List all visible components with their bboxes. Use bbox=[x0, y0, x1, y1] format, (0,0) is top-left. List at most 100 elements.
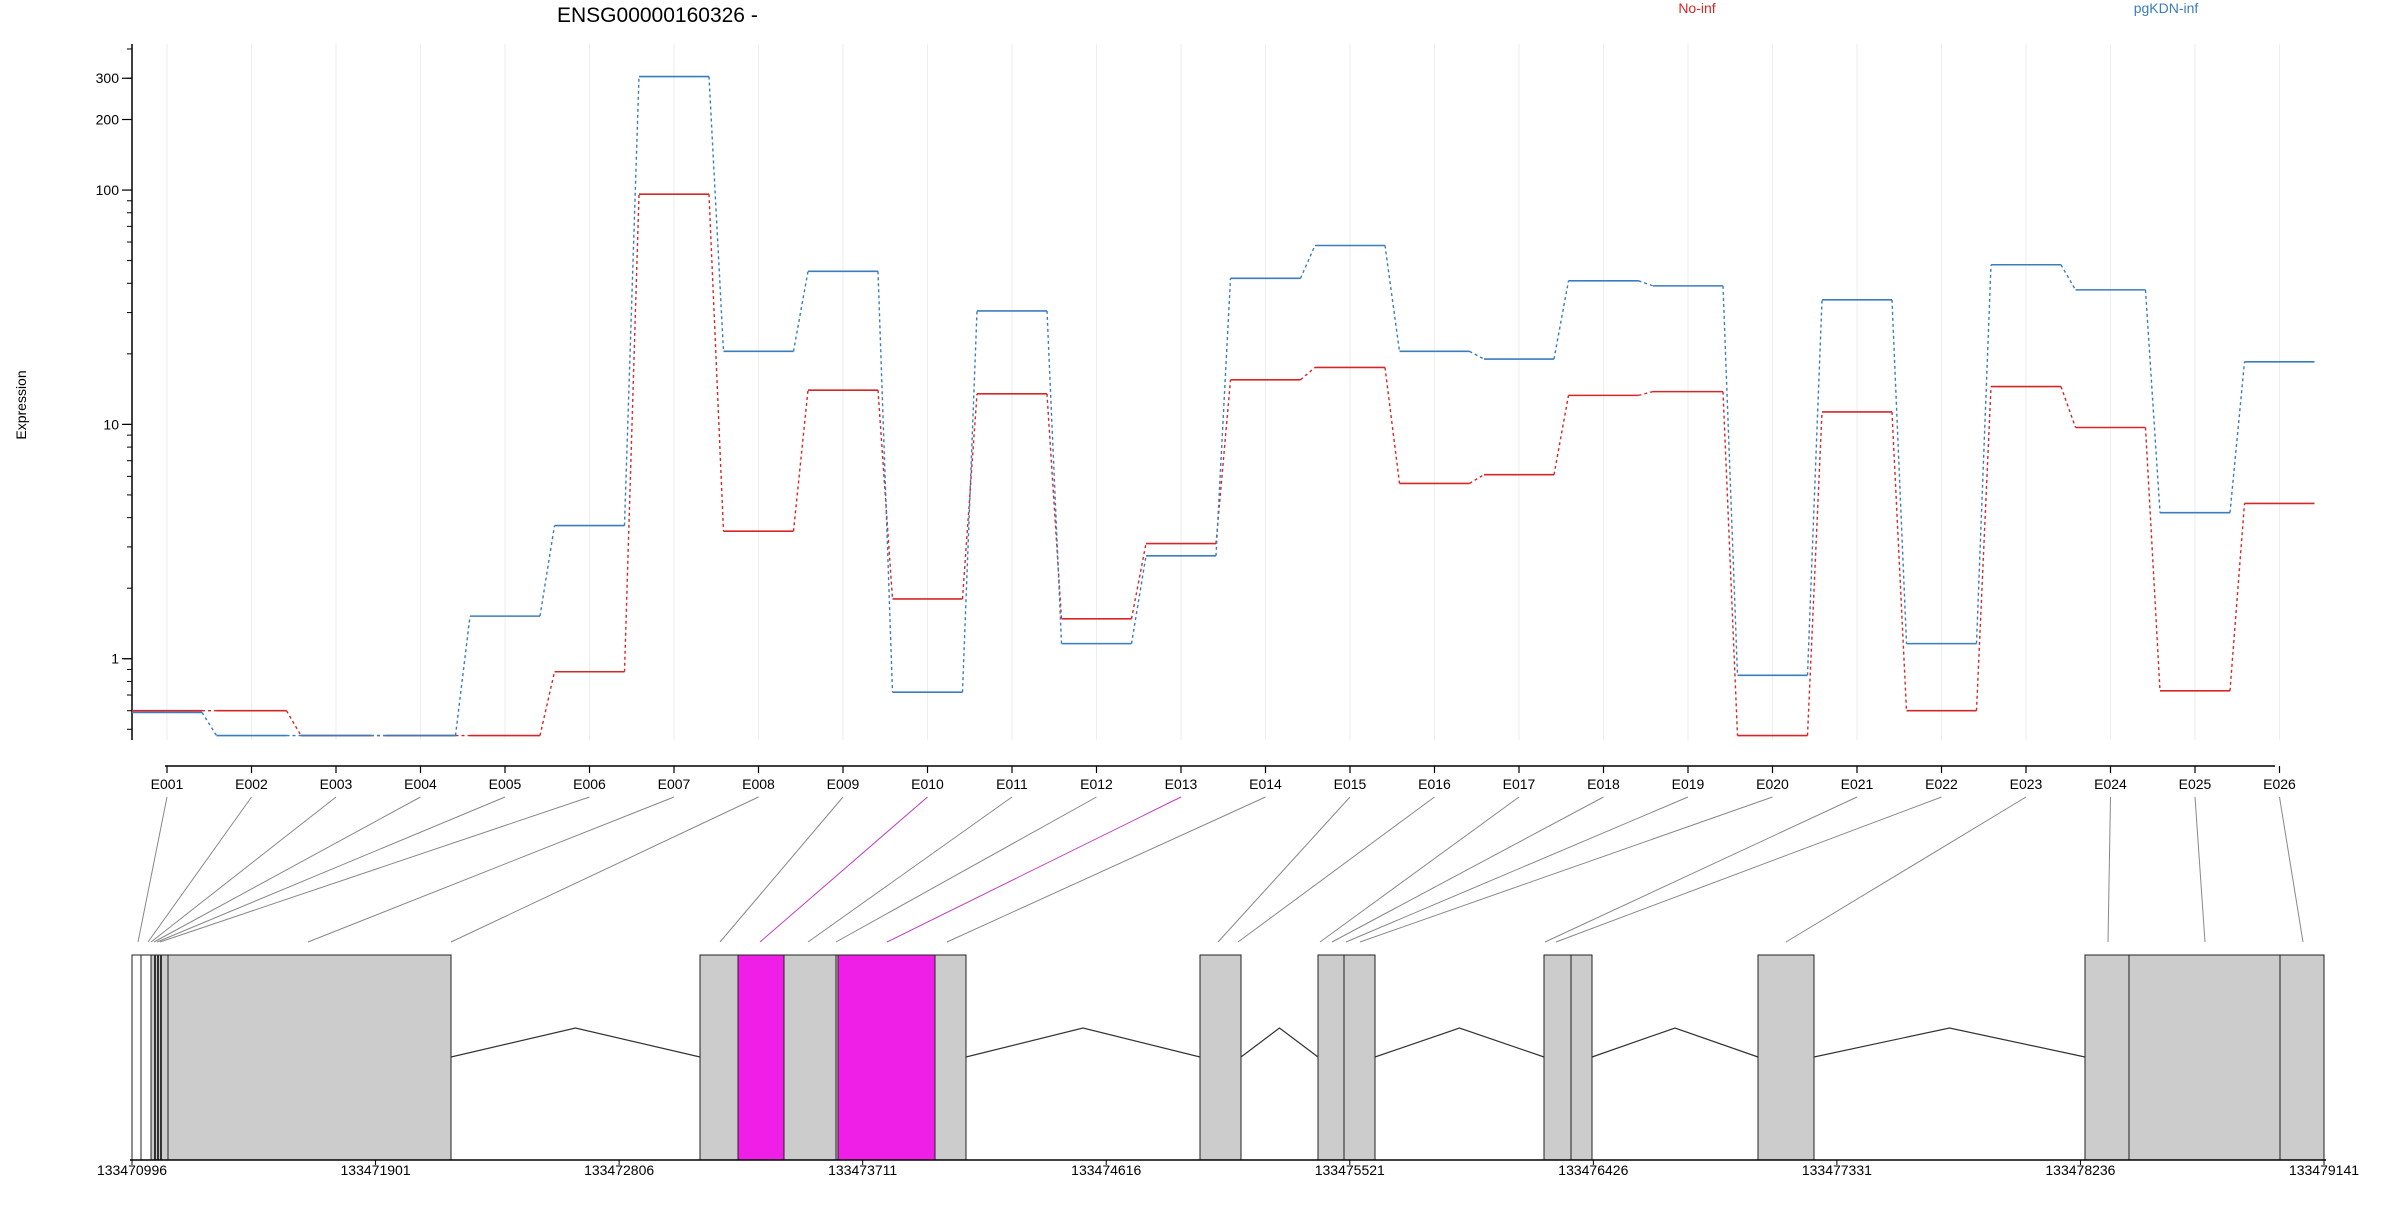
series-transition bbox=[1891, 299, 1908, 644]
connector-e012 bbox=[835, 796, 1097, 943]
series-transition bbox=[2144, 427, 2161, 691]
connector-e025 bbox=[2194, 796, 2206, 943]
exon-block bbox=[2128, 954, 2281, 1161]
series-transition bbox=[2060, 386, 2077, 428]
series-transition bbox=[792, 390, 809, 532]
x-tick-label-e017: E017 bbox=[1503, 776, 1536, 792]
x-ticks: E001 E002 E003 E004 E005 E006 E007 E008 E009 E010… bbox=[151, 766, 2296, 792]
series-transition bbox=[285, 710, 302, 736]
exon-block bbox=[1199, 954, 1242, 1161]
connector-e017 bbox=[1319, 796, 1520, 943]
connector-e021 bbox=[1544, 796, 1858, 943]
series-transition bbox=[1046, 393, 1063, 619]
series-transition bbox=[2229, 361, 2246, 513]
x-tick-label-e024: E024 bbox=[2094, 776, 2127, 792]
connector-e006 bbox=[159, 796, 590, 943]
exon-block bbox=[1543, 954, 1572, 1161]
intron-line bbox=[965, 1027, 1201, 1058]
exon-block bbox=[1317, 954, 1345, 1161]
coord-tick-label: 133476426 bbox=[1558, 1162, 1628, 1178]
series-transition bbox=[1299, 245, 1316, 279]
y-tick-label: 1 bbox=[111, 651, 119, 667]
coordinate-ticks: 133470996 133471901 133472806 133473711 1334… bbox=[97, 1160, 2359, 1178]
exon-block bbox=[140, 954, 152, 1161]
series-transition bbox=[877, 271, 894, 693]
series-no-inf bbox=[132, 193, 2315, 737]
x-tick-label-e013: E013 bbox=[1165, 776, 1198, 792]
y-tick-label: 200 bbox=[96, 112, 120, 128]
series-transition bbox=[1975, 264, 1992, 644]
series-transition bbox=[708, 76, 725, 352]
x-tick-label-e018: E018 bbox=[1587, 776, 1620, 792]
connector-e024 bbox=[2107, 796, 2111, 943]
exon-block bbox=[1757, 954, 1815, 1161]
connector-e022 bbox=[1555, 796, 1942, 943]
connector-e013 bbox=[886, 796, 1182, 943]
y-tick-label: 300 bbox=[96, 70, 120, 86]
connector-e008 bbox=[450, 796, 759, 943]
series-transition bbox=[1638, 280, 1654, 287]
x-tick-label-e009: E009 bbox=[827, 776, 860, 792]
x-tick-label-e020: E020 bbox=[1756, 776, 1789, 792]
legend-no-inf: No-inf bbox=[1678, 0, 1715, 16]
x-tick-label-e007: E007 bbox=[658, 776, 691, 792]
connector-e001 bbox=[137, 796, 168, 943]
x-tick-label-e004: E004 bbox=[404, 776, 437, 792]
exon-block bbox=[699, 954, 739, 1161]
x-tick-label-e006: E006 bbox=[573, 776, 606, 792]
coord-tick-label: 133471901 bbox=[341, 1162, 411, 1178]
x-tick-label-e002: E002 bbox=[235, 776, 268, 792]
y-axis-label: Expression bbox=[13, 370, 29, 439]
coord-tick-label: 133479141 bbox=[2289, 1162, 2359, 1178]
x-tick-label-e026: E026 bbox=[2263, 776, 2296, 792]
series-transition bbox=[1384, 245, 1401, 352]
connector-e016 bbox=[1237, 796, 1435, 943]
x-tick-label-e021: E021 bbox=[1841, 776, 1874, 792]
exon-block bbox=[2279, 954, 2325, 1161]
series-transition bbox=[539, 525, 556, 617]
series-transition bbox=[539, 671, 556, 736]
series-transition bbox=[1722, 285, 1739, 676]
y-tick-label: 100 bbox=[96, 182, 120, 198]
exon-connectors bbox=[137, 796, 2304, 943]
series-transition bbox=[1806, 411, 1823, 736]
intron-line bbox=[1813, 1027, 2086, 1058]
x-tick-label-e012: E012 bbox=[1080, 776, 1113, 792]
x-tick-label-e014: E014 bbox=[1249, 776, 1282, 792]
x-tick-label-e003: E003 bbox=[320, 776, 353, 792]
x-tick-label-e011: E011 bbox=[996, 776, 1028, 792]
series-transition bbox=[2144, 289, 2161, 513]
intron-line bbox=[1591, 1027, 1759, 1058]
y-ticks: 1 10 100 200 300 bbox=[96, 48, 132, 730]
x-tick-label-e001: E001 bbox=[151, 776, 184, 792]
x-tick-label-e015: E015 bbox=[1334, 776, 1367, 792]
connector-e004 bbox=[153, 796, 421, 943]
intron-line bbox=[1240, 1027, 1319, 1058]
coord-tick-label: 133473711 bbox=[828, 1162, 897, 1178]
axes bbox=[131, 44, 2275, 767]
series-transition bbox=[1553, 395, 1570, 475]
series-transition bbox=[454, 616, 471, 736]
y-tick-label: 10 bbox=[103, 416, 119, 432]
connector-e002 bbox=[147, 796, 252, 943]
exon-block bbox=[2084, 954, 2130, 1161]
series-transition bbox=[623, 194, 640, 672]
series-transition bbox=[623, 76, 640, 526]
gene-model bbox=[130, 954, 2326, 1161]
series-transition bbox=[961, 393, 978, 599]
x-tick-label-e019: E019 bbox=[1672, 776, 1705, 792]
series-transition bbox=[1975, 386, 1992, 711]
connector-e023 bbox=[1785, 796, 2027, 943]
coord-tick-label: 133475521 bbox=[1315, 1162, 1385, 1178]
coord-tick-label: 133477331 bbox=[1802, 1162, 1872, 1178]
series-transition bbox=[1806, 299, 1823, 676]
chart-title: ENSG00000160326 - bbox=[557, 4, 758, 27]
series-transition bbox=[1300, 366, 1316, 381]
series-transition bbox=[1215, 278, 1232, 556]
series-transition bbox=[1046, 310, 1063, 644]
exon-block-highlight-e013 bbox=[837, 954, 936, 1161]
connector-e015 bbox=[1217, 796, 1351, 943]
connector-e014 bbox=[946, 796, 1266, 943]
connector-e003 bbox=[150, 796, 337, 943]
